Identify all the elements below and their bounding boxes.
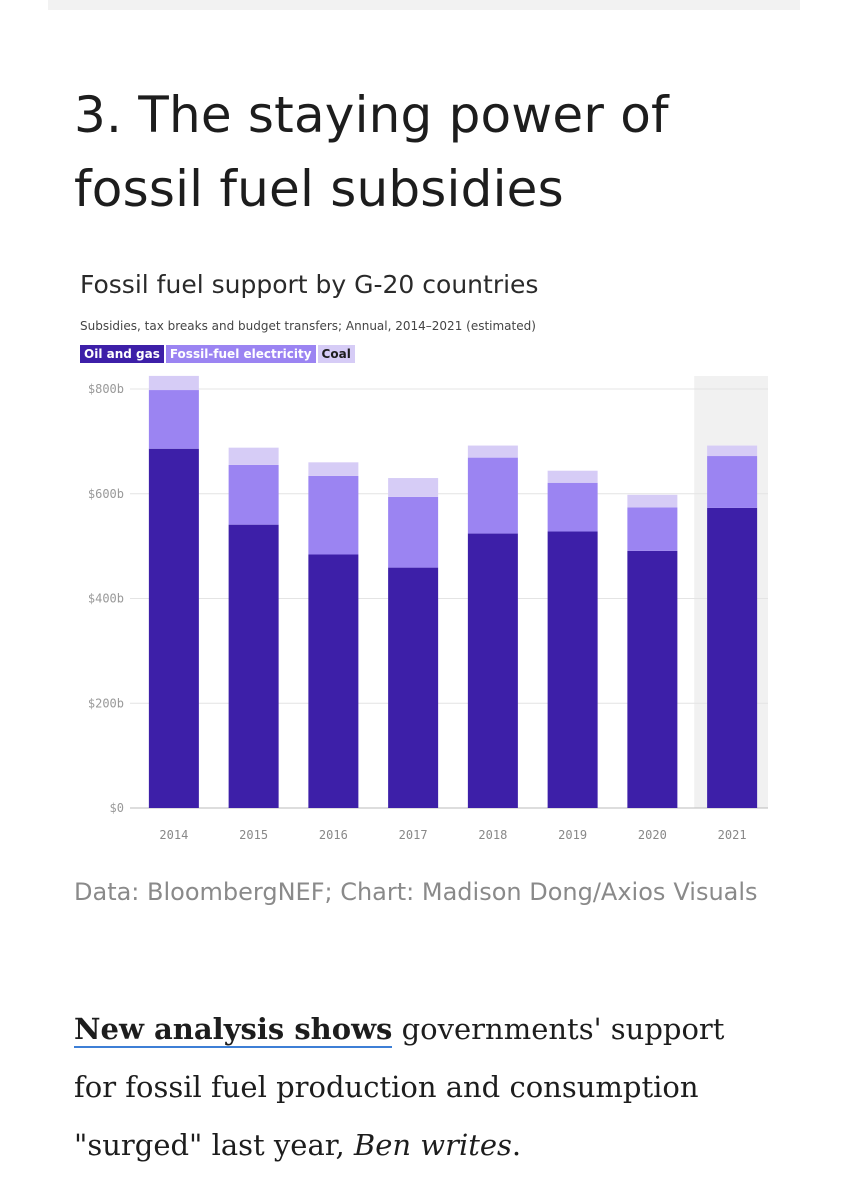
bar-2016-coal xyxy=(308,462,359,476)
new-analysis-link[interactable]: New analysis shows xyxy=(74,1012,393,1048)
bar-2015-fossil-fuel-electricity xyxy=(228,464,279,525)
x-tick-label: 2016 xyxy=(319,828,348,842)
paragraph-text: governments' support for fossil fuel pro… xyxy=(74,1012,725,1162)
bar-2017-oil-and-gas xyxy=(388,567,439,808)
bar-2020-oil-and-gas xyxy=(627,550,678,808)
x-tick-label: 2014 xyxy=(159,828,188,842)
bar-2014-oil-and-gas xyxy=(148,448,199,808)
credit-line-1: Data: BloombergNEF; Chart: Madison Dong/… xyxy=(74,878,666,906)
chart-title: Fossil fuel support by G-20 countries xyxy=(80,270,539,299)
x-tick-label: 2015 xyxy=(239,828,268,842)
bar-2016-oil-and-gas xyxy=(308,554,359,808)
x-tick-label: 2017 xyxy=(399,828,428,842)
stacked-bar-chart: $0 $200b $400b $600b $800b 2014 2015 2016 2017 20… xyxy=(88,375,768,842)
article-paragraph: New analysis shows governments' support … xyxy=(74,1000,774,1174)
y-tick-label: $600b xyxy=(88,487,124,501)
y-tick-label: $200b xyxy=(88,696,124,710)
bar-2021-oil-and-gas xyxy=(707,507,758,808)
bar-2021-fossil-fuel-electricity xyxy=(707,456,758,508)
bar-2018-coal xyxy=(467,445,518,458)
y-tick-label: $400b xyxy=(88,592,124,606)
y-tick-label: $0 xyxy=(110,801,124,815)
credit-line-2: Visuals xyxy=(673,878,758,906)
chart-legend: Oil and gas Fossil-fuel electricity Coal xyxy=(80,345,355,363)
bar-2019-fossil-fuel-electricity xyxy=(547,482,598,532)
bar-2017-coal xyxy=(388,478,439,497)
top-bar xyxy=(48,0,800,10)
bar-2021-coal xyxy=(707,445,758,457)
x-tick-label: 2018 xyxy=(478,828,507,842)
bar-2020-fossil-fuel-electricity xyxy=(627,507,678,551)
paragraph-end: . xyxy=(511,1128,522,1162)
chart-credit: Data: BloombergNEF; Chart: Madison Dong/… xyxy=(74,870,774,914)
article-heading: 3. The staying power of fossil fuel subs… xyxy=(74,86,669,218)
bar-2016-fossil-fuel-electricity xyxy=(308,475,359,555)
y-tick-label: $800b xyxy=(88,382,124,396)
bar-2020-coal xyxy=(627,494,678,508)
chart-subtitle: Subsidies, tax breaks and budget transfe… xyxy=(80,319,536,333)
bar-2017-fossil-fuel-electricity xyxy=(388,496,439,568)
bar-2014-fossil-fuel-electricity xyxy=(148,390,199,449)
x-tick-label: 2020 xyxy=(638,828,667,842)
legend-fossil-fuel-electricity: Fossil-fuel electricity xyxy=(165,345,316,363)
author-attribution: Ben writes xyxy=(353,1128,512,1162)
bar-2015-coal xyxy=(228,447,279,465)
x-tick-label: 2019 xyxy=(558,828,587,842)
bar-2014-coal xyxy=(148,375,199,391)
bar-2019-oil-and-gas xyxy=(547,531,598,808)
legend-oil-and-gas: Oil and gas xyxy=(80,345,164,363)
x-tick-label: 2021 xyxy=(718,828,747,842)
bar-2018-oil-and-gas xyxy=(467,533,518,808)
bar-2015-oil-and-gas xyxy=(228,524,279,808)
bar-2018-fossil-fuel-electricity xyxy=(467,457,518,534)
legend-coal: Coal xyxy=(317,345,355,363)
bar-2019-coal xyxy=(547,470,598,483)
